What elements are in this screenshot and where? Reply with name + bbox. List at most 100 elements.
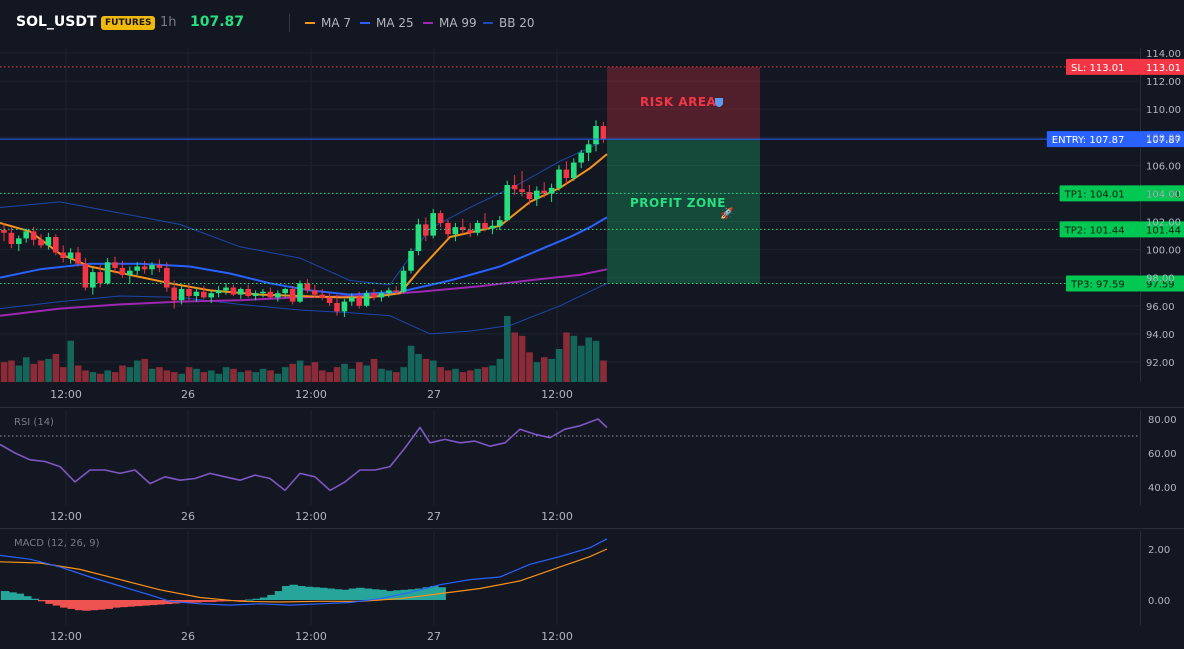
candle-body-54 xyxy=(400,270,407,292)
volume-bar-60 xyxy=(444,370,452,382)
rsi-label: RSI (14) xyxy=(14,417,54,428)
candle-body-65 xyxy=(482,222,488,229)
tp1-tag-text: TP1: 104.01 xyxy=(1064,189,1125,200)
volume-bar-25 xyxy=(185,367,193,382)
tp1-price-text: 104.01 xyxy=(1146,189,1181,200)
price-axes: 114.00 112.00 110.00 108.00 106.00 104.00 102.… xyxy=(1146,49,1181,607)
timeframe-label[interactable]: 1h xyxy=(160,15,177,30)
volume-bar-19 xyxy=(141,358,148,382)
candle-body-81 xyxy=(600,126,607,140)
legend-ma99[interactable]: MA 99 xyxy=(423,16,477,30)
candle-body-76 xyxy=(563,169,570,179)
volume-bar-12 xyxy=(89,372,97,382)
legend-ma7[interactable]: MA 7 xyxy=(305,16,351,30)
candle-body-33 xyxy=(245,288,251,296)
rocket-icon: 🚀 xyxy=(720,207,734,220)
candle-body-13 xyxy=(97,272,103,284)
candle-body-30 xyxy=(223,287,229,291)
sl-tag-text: SL: 113.01 xyxy=(1071,63,1124,74)
legend-ma25[interactable]: MA 25 xyxy=(360,16,414,30)
volume-bar-58 xyxy=(430,360,437,382)
time-label-2-1: 26 xyxy=(181,630,195,643)
volume-bar-2 xyxy=(15,365,23,382)
risk-area-zone xyxy=(607,66,760,140)
macd-hist-bar-28 xyxy=(208,600,217,603)
bb-upper-line xyxy=(0,142,601,286)
time-label-1-0: 12:00 xyxy=(50,510,82,523)
macd-hist-bar-13 xyxy=(97,600,106,610)
macd-hist-bar-14 xyxy=(104,600,113,609)
macd-hist-bar-43 xyxy=(319,587,328,600)
time-label-1-1: 26 xyxy=(181,510,195,523)
tp2-price-tag xyxy=(1140,221,1184,238)
macd-hist-bar-12 xyxy=(89,600,99,611)
macd-hist-bar-35 xyxy=(259,597,269,600)
symbol-title[interactable]: SOL_USDT xyxy=(16,14,97,30)
volume-bar-30 xyxy=(222,367,230,382)
candle-body-66 xyxy=(489,225,496,229)
macd-hist-bar-18 xyxy=(134,600,143,607)
candle-body-73 xyxy=(541,190,547,194)
price-tick-0: 114.00 xyxy=(1146,49,1181,60)
candle-body-71 xyxy=(526,192,533,200)
macd-hist-bar-8 xyxy=(60,600,69,608)
volume-bar-36 xyxy=(267,370,274,382)
legend-ma25-label: MA 25 xyxy=(376,16,414,30)
candle-body-26 xyxy=(193,291,200,296)
pane-borders xyxy=(0,48,1184,625)
legend-bb20[interactable]: BB 20 xyxy=(483,16,535,30)
candle-body-62 xyxy=(460,227,466,230)
candle-body-41 xyxy=(304,283,311,291)
volume-bar-40 xyxy=(296,360,304,382)
candle-body-47 xyxy=(349,297,355,302)
volume-bar-1 xyxy=(8,360,15,382)
macd-hist-bar-39 xyxy=(289,584,298,600)
volume-bar-32 xyxy=(237,372,245,382)
tp1-tag xyxy=(1059,185,1140,202)
futures-badge: FUTURES xyxy=(101,16,156,30)
candle-body-14 xyxy=(104,262,111,284)
candle-body-79 xyxy=(585,144,592,153)
macd-hist-bar-21 xyxy=(156,600,165,605)
macd-hist-bar-58 xyxy=(430,585,439,600)
price-tick-10: 94.00 xyxy=(1146,330,1175,341)
candle-body-10 xyxy=(75,252,81,264)
volume-bar-14 xyxy=(104,370,111,382)
candle-body-59 xyxy=(437,213,444,223)
risk-area-label: RISK AREA xyxy=(640,95,717,109)
candle-body-32 xyxy=(238,288,244,295)
candle-body-27 xyxy=(201,291,207,298)
volume-bar-47 xyxy=(348,368,356,382)
volume-bar-34 xyxy=(252,372,259,382)
time-label-0-2: 12:00 xyxy=(295,388,327,401)
candle-body-5 xyxy=(38,239,44,246)
macd-hist-bar-32 xyxy=(237,600,247,601)
macd-hist-bar-57 xyxy=(422,587,432,600)
candle-body-31 xyxy=(230,287,237,295)
candle-body-0 xyxy=(1,229,7,233)
volume-bar-62 xyxy=(459,372,467,382)
candle-body-1 xyxy=(8,232,15,245)
macd-label: MACD (12, 26, 9) xyxy=(14,538,100,549)
rsi-line xyxy=(0,418,608,492)
rsi-tick-2: 40.00 xyxy=(1148,483,1177,494)
macd-hist-bar-50 xyxy=(370,589,380,600)
macd-hist-bar-36 xyxy=(267,594,276,600)
macd-hist-bar-10 xyxy=(74,600,84,611)
macd-tick-0: 2.00 xyxy=(1148,545,1170,556)
volume-bar-80 xyxy=(592,340,600,382)
volume-bar-24 xyxy=(178,373,185,382)
candle-body-8 xyxy=(60,252,66,259)
profit-zone-label: PROFIT ZONE xyxy=(630,196,726,210)
macd-hist-bar-44 xyxy=(326,588,335,600)
candle-body-15 xyxy=(112,262,118,268)
macd-hist-bar-25 xyxy=(185,600,195,603)
volume-bar-37 xyxy=(274,373,282,382)
macd-hist-bar-51 xyxy=(378,589,387,600)
volume-bar-44 xyxy=(326,372,333,382)
trade-zones: RISK AREA PROFIT ZONE🚀 xyxy=(607,66,760,284)
price-tick-3: 108.00 xyxy=(1146,133,1181,144)
macd-hist-bar-33 xyxy=(245,599,254,601)
volume-bar-70 xyxy=(518,335,526,382)
